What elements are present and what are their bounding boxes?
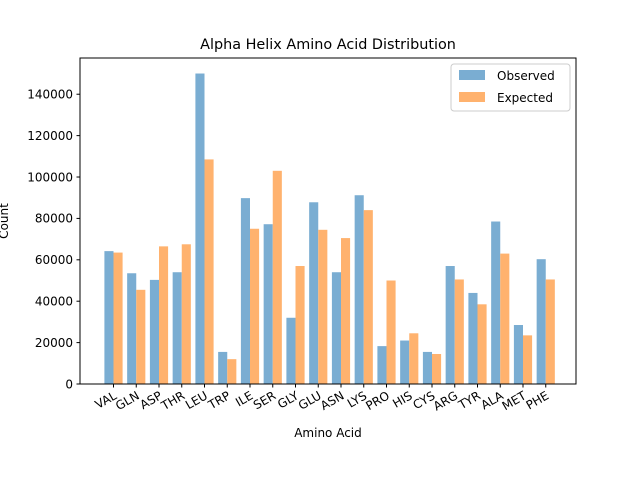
legend-label-expected: Expected: [497, 91, 553, 105]
bar-expected-glu: [318, 229, 328, 384]
bar-expected-tyr: [477, 304, 487, 384]
bar-expected-asp: [159, 246, 169, 384]
bar-expected-pro: [386, 280, 396, 384]
bar-expected-leu: [204, 159, 214, 384]
bar-observed-leu: [195, 73, 205, 385]
bar-observed-val: [104, 251, 114, 384]
bar-observed-glu: [309, 202, 319, 384]
bar-expected-asn: [341, 238, 351, 384]
bar-observed-gly: [286, 317, 296, 384]
y-tick-label: 100000: [27, 170, 73, 184]
bars-group: [104, 73, 555, 385]
y-tick-label: 80000: [35, 212, 73, 226]
bar-expected-ser: [272, 170, 282, 384]
bar-observed-asn: [331, 272, 341, 384]
bar-expected-met: [523, 335, 533, 384]
y-tick-label: 120000: [27, 129, 73, 143]
bar-expected-phe: [545, 279, 555, 384]
legend-swatch-expected: [459, 92, 485, 102]
bar-expected-lys: [363, 210, 373, 384]
bar-observed-ile: [240, 198, 250, 384]
legend: Observed Expected: [450, 63, 571, 112]
bar-observed-gln: [127, 273, 137, 384]
y-tick-label: 0: [65, 377, 73, 391]
plot-frame: [79, 57, 577, 385]
bar-expected-his: [409, 333, 419, 384]
bar-expected-ile: [250, 228, 260, 384]
chart-title: Alpha Helix Amino Acid Distribution: [200, 37, 456, 53]
legend-swatch-observed: [459, 70, 485, 80]
bar-observed-ser: [263, 224, 273, 384]
bar-expected-trp: [227, 359, 237, 384]
x-axis-label: Amino Acid: [294, 426, 362, 440]
y-tick-label: 40000: [35, 295, 73, 309]
bar-expected-gly: [295, 266, 305, 384]
bar-observed-pro: [377, 346, 387, 384]
bar-observed-lys: [354, 195, 364, 384]
bar-observed-arg: [445, 266, 455, 384]
legend-label-observed: Observed: [497, 69, 555, 83]
y-tick-label: 140000: [27, 88, 73, 102]
bar-observed-ala: [491, 221, 501, 384]
bar-expected-arg: [454, 279, 464, 384]
bar-observed-phe: [536, 259, 546, 384]
bar-observed-his: [400, 340, 410, 384]
bar-observed-asp: [149, 279, 159, 384]
y-axis-ticks: 0 20000 40000 60000 80000 100000 120000 140000: [27, 88, 80, 391]
bar-observed-thr: [172, 272, 182, 384]
y-tick-label: 60000: [35, 253, 73, 267]
bar-expected-ala: [500, 253, 510, 384]
bar-observed-tyr: [468, 292, 478, 384]
bar-observed-cys: [422, 351, 432, 384]
bar-expected-val: [113, 252, 123, 384]
y-axis-label: Count: [0, 203, 11, 239]
bar-observed-met: [513, 325, 523, 384]
y-tick-label: 20000: [35, 336, 73, 350]
bar-expected-thr: [181, 244, 191, 384]
bar-expected-cys: [432, 353, 442, 384]
bar-expected-gln: [136, 289, 146, 384]
bar-observed-trp: [218, 351, 228, 384]
